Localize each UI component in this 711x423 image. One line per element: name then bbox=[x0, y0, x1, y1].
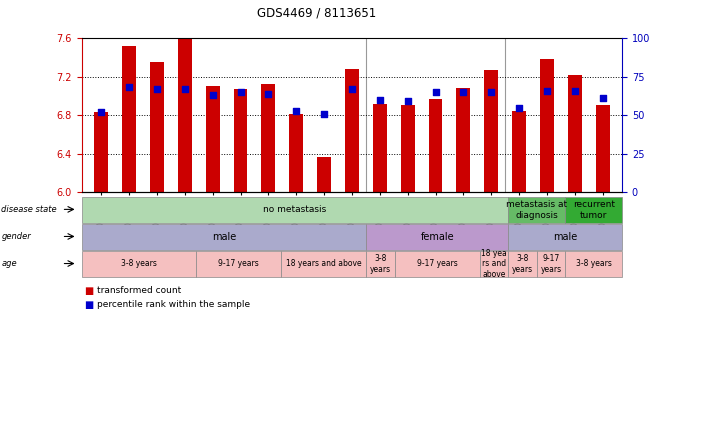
Bar bbox=[95, 113, 108, 192]
Bar bbox=[540, 59, 554, 192]
Bar bbox=[373, 104, 387, 192]
Point bbox=[486, 89, 497, 96]
Text: disease state: disease state bbox=[1, 205, 57, 214]
Point bbox=[95, 109, 107, 115]
Text: 9-17 years: 9-17 years bbox=[218, 259, 259, 269]
Text: no metastasis: no metastasis bbox=[264, 205, 326, 214]
Point bbox=[291, 107, 302, 114]
Text: GDS4469 / 8113651: GDS4469 / 8113651 bbox=[257, 6, 376, 19]
Bar bbox=[150, 62, 164, 192]
Point bbox=[151, 85, 163, 92]
Text: recurrent
tumor: recurrent tumor bbox=[572, 200, 615, 220]
Point bbox=[597, 95, 609, 102]
Text: 18 years and above: 18 years and above bbox=[286, 259, 361, 269]
Text: 3-8
years: 3-8 years bbox=[512, 254, 533, 274]
Bar bbox=[289, 114, 303, 192]
Text: 3-8 years: 3-8 years bbox=[121, 259, 156, 269]
Point bbox=[541, 87, 552, 94]
Point bbox=[207, 92, 218, 99]
Point bbox=[346, 85, 358, 92]
Text: gender: gender bbox=[1, 232, 31, 242]
Bar bbox=[178, 38, 192, 192]
Bar bbox=[401, 104, 415, 192]
Text: 3-8 years: 3-8 years bbox=[576, 259, 611, 269]
Point bbox=[569, 87, 580, 94]
Text: 3-8
years: 3-8 years bbox=[370, 254, 391, 274]
Bar bbox=[345, 69, 359, 192]
Point bbox=[179, 85, 191, 92]
Bar bbox=[205, 86, 220, 192]
Text: ■: ■ bbox=[85, 286, 97, 296]
Point bbox=[124, 84, 135, 91]
Point bbox=[262, 90, 274, 97]
Point bbox=[513, 104, 525, 111]
Text: transformed count: transformed count bbox=[97, 286, 181, 294]
Text: metastasis at
diagnosis: metastasis at diagnosis bbox=[506, 200, 567, 220]
Text: age: age bbox=[1, 259, 17, 269]
Bar bbox=[596, 104, 609, 192]
Text: male: male bbox=[212, 232, 236, 242]
Point bbox=[319, 110, 330, 117]
Bar bbox=[429, 99, 442, 192]
Point bbox=[374, 96, 385, 103]
Bar bbox=[262, 84, 275, 192]
Point bbox=[402, 98, 413, 105]
Text: 18 yea
rs and
above: 18 yea rs and above bbox=[481, 249, 507, 279]
Bar bbox=[568, 75, 582, 192]
Text: ■: ■ bbox=[85, 300, 97, 310]
Text: percentile rank within the sample: percentile rank within the sample bbox=[97, 300, 250, 309]
Text: 9-17 years: 9-17 years bbox=[417, 259, 458, 269]
Text: 9-17
years: 9-17 years bbox=[540, 254, 562, 274]
Point bbox=[458, 89, 469, 96]
Bar bbox=[317, 157, 331, 192]
Bar bbox=[122, 46, 136, 192]
Point bbox=[235, 89, 246, 96]
Point bbox=[430, 89, 442, 96]
Bar bbox=[234, 89, 247, 192]
Text: female: female bbox=[420, 232, 454, 242]
Text: male: male bbox=[553, 232, 577, 242]
Bar bbox=[484, 70, 498, 192]
Bar bbox=[456, 88, 470, 192]
Bar bbox=[512, 111, 526, 192]
